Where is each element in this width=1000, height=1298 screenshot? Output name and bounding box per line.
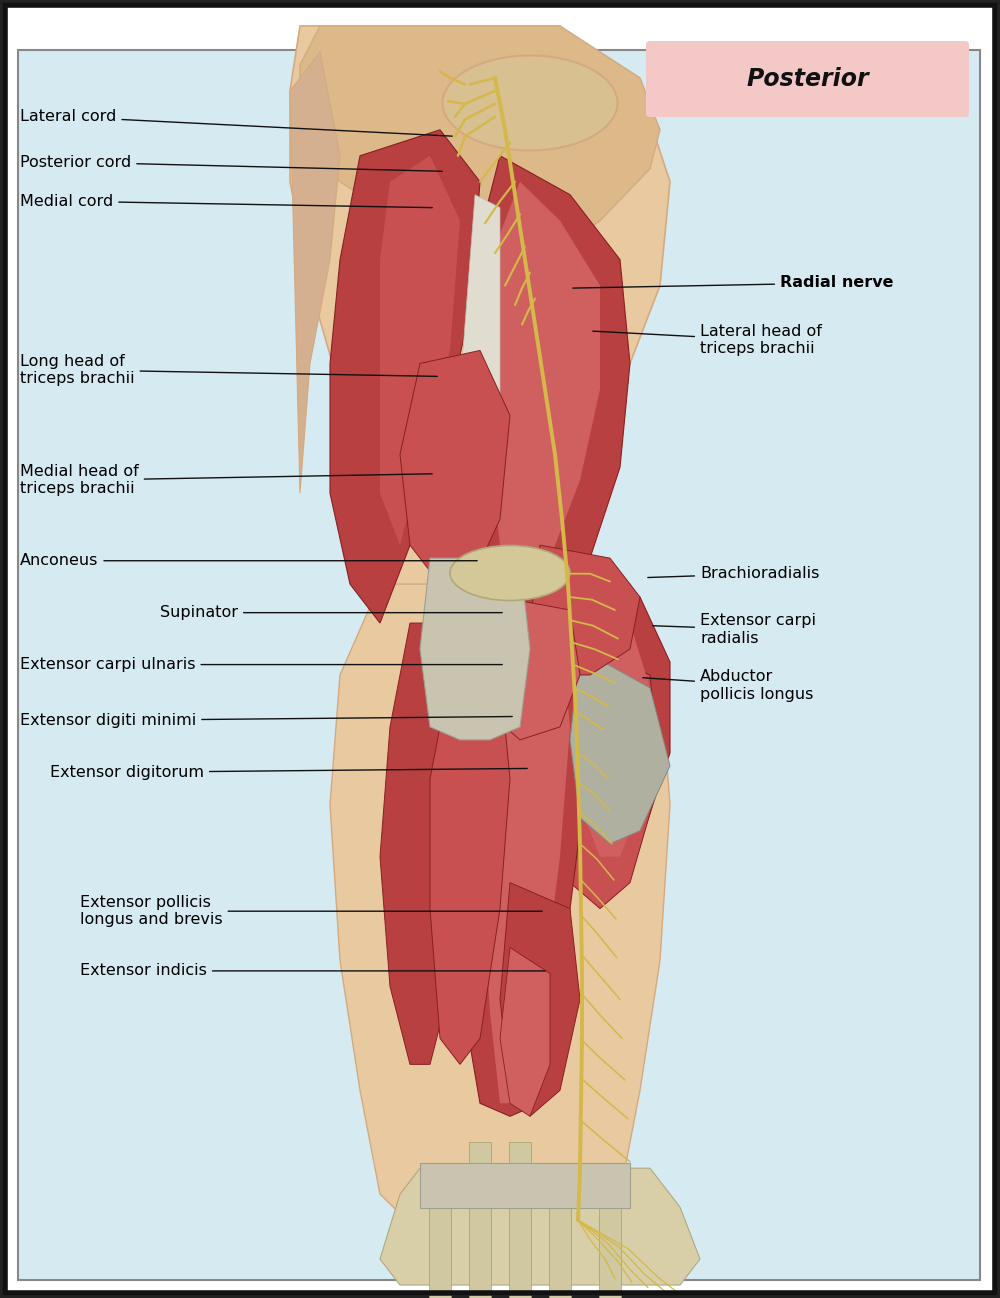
Polygon shape <box>430 675 510 1064</box>
Polygon shape <box>460 156 630 610</box>
Polygon shape <box>290 26 670 1220</box>
Text: Extensor carpi
radialis: Extensor carpi radialis <box>653 614 816 645</box>
Ellipse shape <box>442 56 618 151</box>
Text: Extensor indicis: Extensor indicis <box>80 963 545 979</box>
Text: Long head of
triceps brachii: Long head of triceps brachii <box>20 354 437 386</box>
Bar <box>469 1142 491 1298</box>
Polygon shape <box>300 26 660 260</box>
Text: Extensor digitorum: Extensor digitorum <box>50 765 527 780</box>
Bar <box>599 1194 621 1298</box>
Text: Medial head of
triceps brachii: Medial head of triceps brachii <box>20 465 432 496</box>
Bar <box>420 1163 630 1208</box>
Polygon shape <box>560 649 660 909</box>
Text: Lateral head of
triceps brachii: Lateral head of triceps brachii <box>593 324 822 356</box>
Polygon shape <box>400 350 510 584</box>
Polygon shape <box>570 649 670 844</box>
Bar <box>429 1168 451 1298</box>
Text: Extensor digiti minimi: Extensor digiti minimi <box>20 713 512 728</box>
Text: Lateral cord: Lateral cord <box>20 109 452 136</box>
Text: Medial cord: Medial cord <box>20 193 432 209</box>
Polygon shape <box>490 182 600 584</box>
Polygon shape <box>480 597 580 740</box>
Polygon shape <box>330 584 670 1233</box>
Polygon shape <box>500 883 580 1116</box>
Text: Radial nerve: Radial nerve <box>573 275 894 291</box>
Polygon shape <box>380 156 460 545</box>
Bar <box>509 1142 531 1298</box>
Text: Extensor carpi ulnaris: Extensor carpi ulnaris <box>20 657 502 672</box>
Polygon shape <box>462 195 500 532</box>
Polygon shape <box>380 623 480 1064</box>
Text: Posterior: Posterior <box>747 67 869 91</box>
Polygon shape <box>450 584 590 1116</box>
Text: Brachioradialis: Brachioradialis <box>648 566 819 582</box>
Polygon shape <box>560 571 670 883</box>
Polygon shape <box>580 597 650 857</box>
Polygon shape <box>290 52 340 493</box>
Polygon shape <box>330 130 480 623</box>
Polygon shape <box>530 545 640 675</box>
Polygon shape <box>500 948 550 1116</box>
Polygon shape <box>420 558 530 740</box>
Ellipse shape <box>450 545 570 601</box>
Text: Extensor pollicis
longus and brevis: Extensor pollicis longus and brevis <box>80 896 542 927</box>
Text: Abductor
pollicis longus: Abductor pollicis longus <box>643 670 813 701</box>
Bar <box>549 1168 571 1298</box>
Text: Anconeus: Anconeus <box>20 553 477 569</box>
Text: Supinator: Supinator <box>160 605 502 620</box>
Polygon shape <box>480 610 570 1103</box>
Text: Posterior cord: Posterior cord <box>20 154 442 171</box>
FancyBboxPatch shape <box>646 42 969 117</box>
Polygon shape <box>380 1168 700 1285</box>
